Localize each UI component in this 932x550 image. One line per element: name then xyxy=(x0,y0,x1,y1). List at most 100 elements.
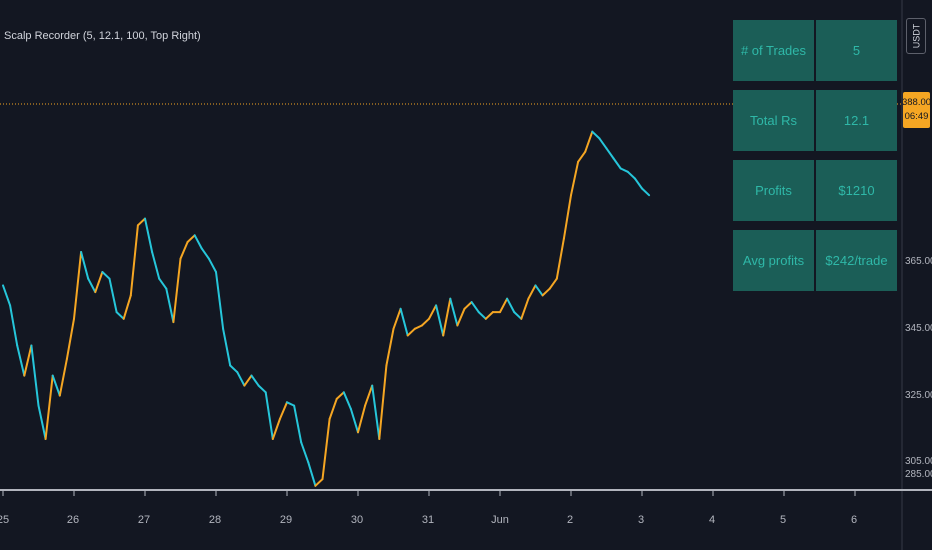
price-segment xyxy=(548,277,558,290)
time-tick: Jun xyxy=(491,514,509,526)
price-segment xyxy=(278,401,288,420)
price-segment xyxy=(598,137,608,150)
bar-countdown-label: 06:49 xyxy=(904,111,929,122)
price-segment xyxy=(499,297,509,314)
price-tick: 285.00 xyxy=(905,469,932,480)
currency-label: USDT xyxy=(911,23,921,49)
current-price-label: 388.00 xyxy=(901,97,932,108)
price-segment xyxy=(151,251,161,280)
time-tick: 6 xyxy=(850,514,858,526)
price-segment xyxy=(413,324,423,330)
price-segment xyxy=(591,130,601,140)
price-segment xyxy=(364,384,374,407)
price-segment xyxy=(144,217,154,253)
price-segment xyxy=(435,304,445,337)
price-segment xyxy=(65,317,75,360)
price-segment xyxy=(626,170,636,180)
price-segment xyxy=(115,311,125,320)
price-segment xyxy=(605,147,615,160)
price-tick: 365.00 xyxy=(905,256,932,267)
price-segment xyxy=(286,401,296,407)
price-segment xyxy=(172,257,182,324)
price-segment xyxy=(207,257,217,273)
stats-table: # of Trades 5 Total Rs 12.1 Profits $121… xyxy=(733,20,897,300)
price-segment xyxy=(165,287,175,324)
price-segment xyxy=(342,391,352,410)
price-segment xyxy=(633,177,643,190)
price-segment xyxy=(477,311,487,320)
price-segment xyxy=(378,364,388,440)
price-segment xyxy=(371,384,381,440)
price-tick: 305.00 xyxy=(905,456,932,467)
current-price-tag: 388.00 06:49 xyxy=(901,92,932,128)
price-segment xyxy=(357,404,367,434)
price-segment xyxy=(264,391,274,440)
stats-row-trades: # of Trades 5 xyxy=(733,20,897,81)
price-segment xyxy=(222,327,232,367)
price-tick: 325.00 xyxy=(905,390,932,401)
price-segment xyxy=(328,397,338,420)
trades-label: # of Trades xyxy=(733,20,814,81)
time-tick: 25 xyxy=(0,514,10,526)
price-segment xyxy=(236,371,246,387)
time-tick: 27 xyxy=(137,514,151,526)
price-segment xyxy=(442,297,452,337)
price-segment xyxy=(193,234,203,250)
price-segment xyxy=(271,418,281,440)
profits-label: Profits xyxy=(733,160,814,221)
price-segment xyxy=(420,317,430,327)
price-segment xyxy=(406,327,416,337)
time-tick: 31 xyxy=(421,514,435,526)
price-segment xyxy=(108,277,118,314)
avg-profits-value: $242/trade xyxy=(816,230,897,291)
price-segment xyxy=(385,327,395,367)
price-segment xyxy=(349,408,359,434)
price-segment xyxy=(158,277,168,290)
price-segment xyxy=(506,297,516,314)
price-segment xyxy=(179,241,189,260)
price-segment xyxy=(619,167,629,173)
price-segment xyxy=(541,287,551,297)
price-segment xyxy=(80,251,90,280)
time-tick: 5 xyxy=(779,514,787,526)
price-segment xyxy=(570,160,580,197)
price-segment xyxy=(612,157,622,170)
price-segment xyxy=(136,217,146,227)
price-segment xyxy=(562,194,572,240)
price-segment xyxy=(250,374,260,387)
price-segment xyxy=(449,297,459,327)
price-segment xyxy=(51,374,61,397)
time-tick: 4 xyxy=(708,514,716,526)
profits-value: $1210 xyxy=(816,160,897,221)
currency-badge[interactable]: USDT xyxy=(906,18,926,54)
price-segment xyxy=(463,301,473,310)
price-segment xyxy=(73,251,83,320)
price-segment xyxy=(293,404,303,444)
price-segment xyxy=(584,130,594,153)
price-segment xyxy=(200,247,210,260)
time-tick: 2 xyxy=(566,514,574,526)
price-segment xyxy=(534,284,544,297)
price-segment xyxy=(555,237,565,280)
price-tick: 345.00 xyxy=(905,323,932,334)
price-segment xyxy=(129,224,139,297)
price-segment xyxy=(101,271,111,280)
avg-profits-label: Avg profits xyxy=(733,230,814,291)
price-segment xyxy=(186,234,196,243)
stats-row-avg-profits: Avg profits $242/trade xyxy=(733,230,897,291)
price-segment xyxy=(30,344,40,407)
price-series xyxy=(2,130,651,487)
price-segment xyxy=(456,307,466,327)
price-segment xyxy=(307,461,317,487)
price-segment xyxy=(392,307,402,330)
price-segment xyxy=(300,441,310,464)
price-segment xyxy=(243,374,253,387)
price-segment xyxy=(37,404,47,440)
price-segment xyxy=(527,284,537,300)
time-tick: 26 xyxy=(66,514,80,526)
price-segment xyxy=(335,391,345,400)
indicator-title[interactable]: Scalp Recorder (5, 12.1, 100, Top Right) xyxy=(4,30,201,42)
price-segment xyxy=(470,301,480,314)
time-tick: 28 xyxy=(208,514,222,526)
